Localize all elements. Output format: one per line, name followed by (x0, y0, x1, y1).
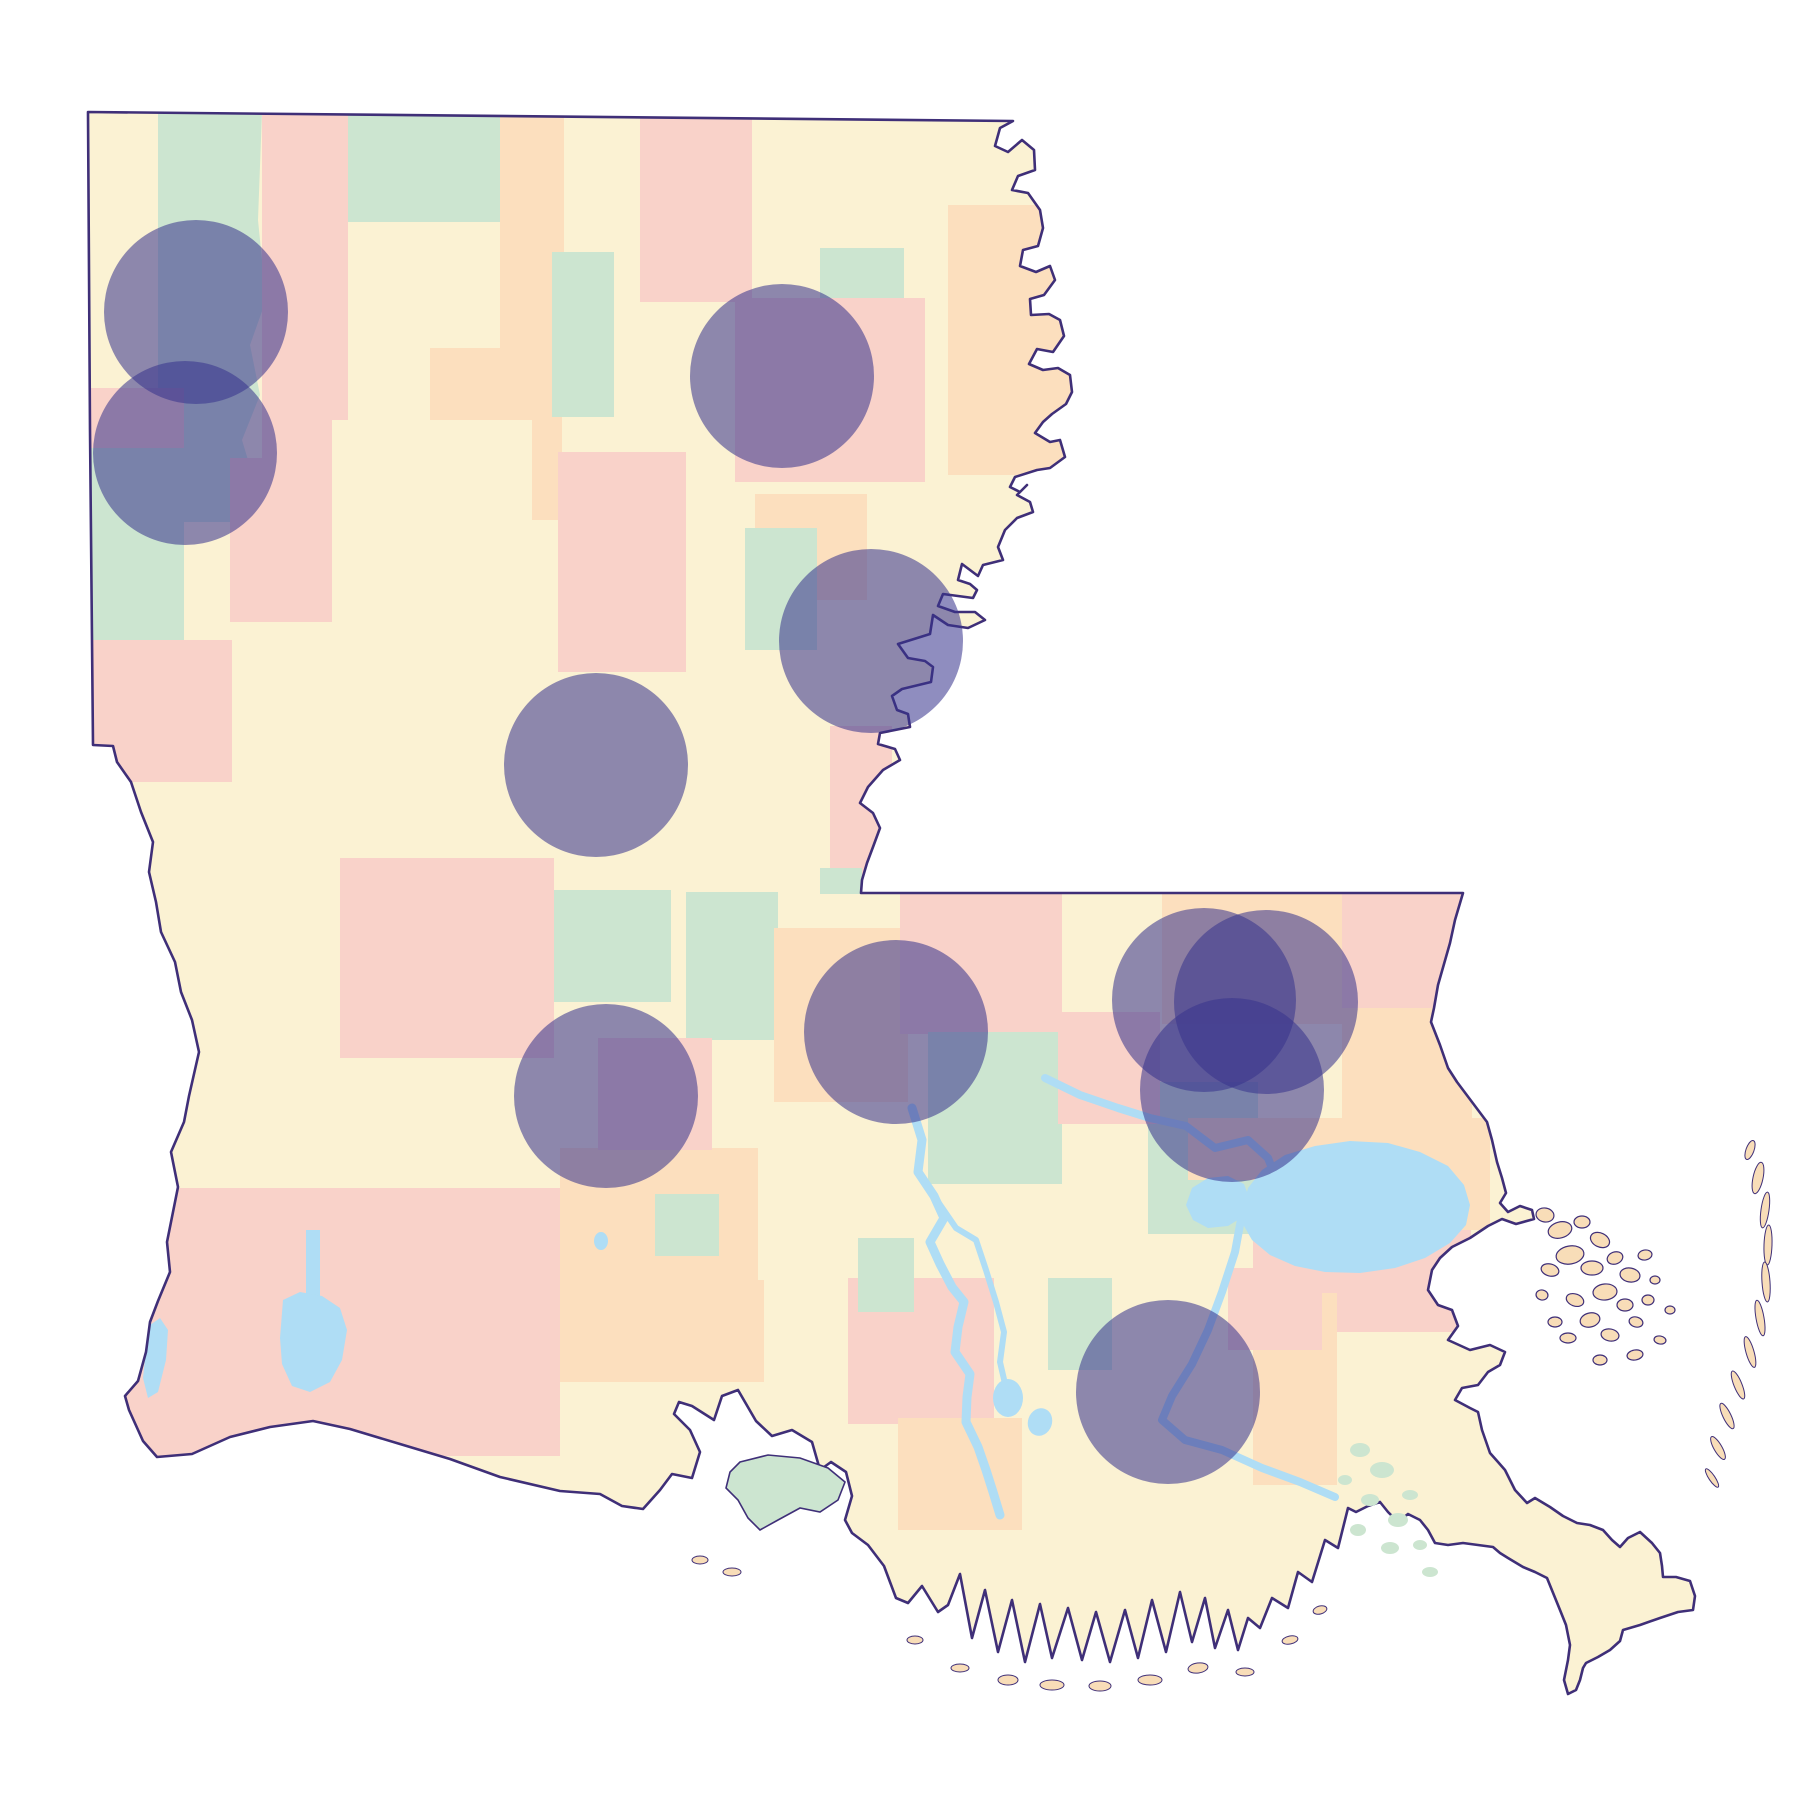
marsh-islet (1637, 1249, 1653, 1261)
parish-patch (332, 420, 532, 600)
barrier-island (1754, 1299, 1766, 1337)
marsh-islet (1547, 1221, 1573, 1239)
marsh-patch (1350, 1524, 1366, 1536)
marsh-patch (1338, 1475, 1352, 1485)
coastal-islet (1088, 1680, 1112, 1692)
calcasieu-lake (280, 1292, 347, 1392)
marsh-islet (1555, 1245, 1585, 1265)
marsh-patch (1381, 1542, 1399, 1554)
barrier-island (1743, 1336, 1757, 1368)
coastal-islands (691, 1140, 1773, 1692)
barrier-island (1719, 1402, 1735, 1430)
barrier-island (1763, 1224, 1773, 1266)
city-buffer-circle (504, 673, 688, 857)
marsh-patch (1370, 1462, 1394, 1478)
marsh-patch (1361, 1494, 1379, 1506)
marsh-islet (1664, 1305, 1676, 1315)
marsh-islet (1592, 1354, 1608, 1366)
parish-patch (1342, 892, 1463, 1008)
city-buffer-circle (104, 220, 288, 404)
marsh-patch (1422, 1567, 1438, 1577)
sabine-lake (143, 1318, 168, 1398)
coastal-islet (950, 1663, 970, 1673)
barrier-island (1744, 1140, 1756, 1160)
parish-patch (640, 112, 752, 302)
barrier-island (1751, 1161, 1765, 1195)
parish-patch (1228, 1268, 1322, 1350)
coastal-islet (1235, 1667, 1255, 1677)
barrier-island (1704, 1468, 1720, 1488)
marsh-islet (1600, 1328, 1620, 1342)
marsh-islet (1626, 1349, 1644, 1361)
marsh-islet (1589, 1231, 1611, 1249)
marsh-islet (1559, 1332, 1577, 1344)
parish-patch (552, 252, 614, 417)
lake-pontchartrain (1242, 1141, 1470, 1273)
atchafalaya-branch (931, 1193, 1009, 1391)
parish-patch (348, 112, 500, 222)
city-buffer-circle (514, 1004, 698, 1188)
marsh-islet (1649, 1275, 1661, 1285)
marsh-patch (1388, 1513, 1408, 1527)
small-pond (594, 1232, 608, 1250)
state-outline (86, 110, 1697, 1696)
marsh-islet (1606, 1251, 1624, 1265)
parish-patch (558, 452, 686, 672)
parish-patch (758, 1148, 862, 1280)
coastal-islet (1312, 1605, 1328, 1615)
marsh-islet (1619, 1267, 1641, 1283)
barrier-island (1710, 1436, 1726, 1460)
marsh-islet (1579, 1312, 1601, 1328)
barrier-island (1730, 1370, 1746, 1400)
barrier-island (1761, 1261, 1771, 1303)
lake-palourde (1027, 1408, 1053, 1436)
city-buffer-circle (779, 549, 963, 733)
lake-verret (993, 1379, 1023, 1417)
coastal-islet (906, 1635, 924, 1645)
marsh-islet (1535, 1207, 1555, 1223)
city-buffer-circle (1140, 998, 1324, 1182)
coastal-islet (1039, 1679, 1065, 1691)
coastal-islet (1187, 1662, 1209, 1674)
parish-patch (820, 868, 862, 894)
marsh-patch (1413, 1540, 1427, 1550)
city-bubbles (93, 220, 1358, 1484)
parish-patch (948, 205, 1108, 475)
city-buffer-circle (1076, 1300, 1260, 1484)
marsh-islet (1616, 1298, 1634, 1312)
marsh-islet (1592, 1283, 1618, 1301)
parish-patch (553, 890, 671, 1002)
marsh-islet (1535, 1289, 1549, 1301)
parish-patch (180, 1058, 564, 1190)
marsh-islet (1653, 1335, 1667, 1345)
coastal-islet (691, 1555, 709, 1565)
coastal-islet (1137, 1674, 1163, 1686)
marsh-islet (1573, 1215, 1591, 1229)
marsh-patch (1350, 1443, 1370, 1457)
parish-patch (858, 1238, 914, 1312)
coastal-islet (722, 1567, 742, 1577)
city-buffer-circle (804, 940, 988, 1124)
barrier-island (1759, 1191, 1771, 1229)
marsh-patch (1402, 1490, 1418, 1500)
marsh-island (725, 1454, 846, 1531)
atchafalaya-river (907, 1103, 1005, 1520)
marsh-islet (1628, 1316, 1644, 1328)
marsh-islet (1580, 1260, 1604, 1276)
marsh-islet (1547, 1316, 1563, 1328)
coastal-islet (1281, 1635, 1299, 1645)
city-buffer-circle (93, 361, 277, 545)
parish-patch (686, 892, 778, 1040)
coastal-islet (997, 1674, 1019, 1686)
parish-patch (655, 1194, 719, 1256)
marsh-islet (1565, 1292, 1585, 1308)
parish-patch (88, 640, 232, 782)
marsh-islet (1641, 1294, 1655, 1306)
marsh-islet (1540, 1263, 1560, 1277)
lake-maurepas (1186, 1176, 1250, 1228)
city-buffer-circle (690, 284, 874, 468)
